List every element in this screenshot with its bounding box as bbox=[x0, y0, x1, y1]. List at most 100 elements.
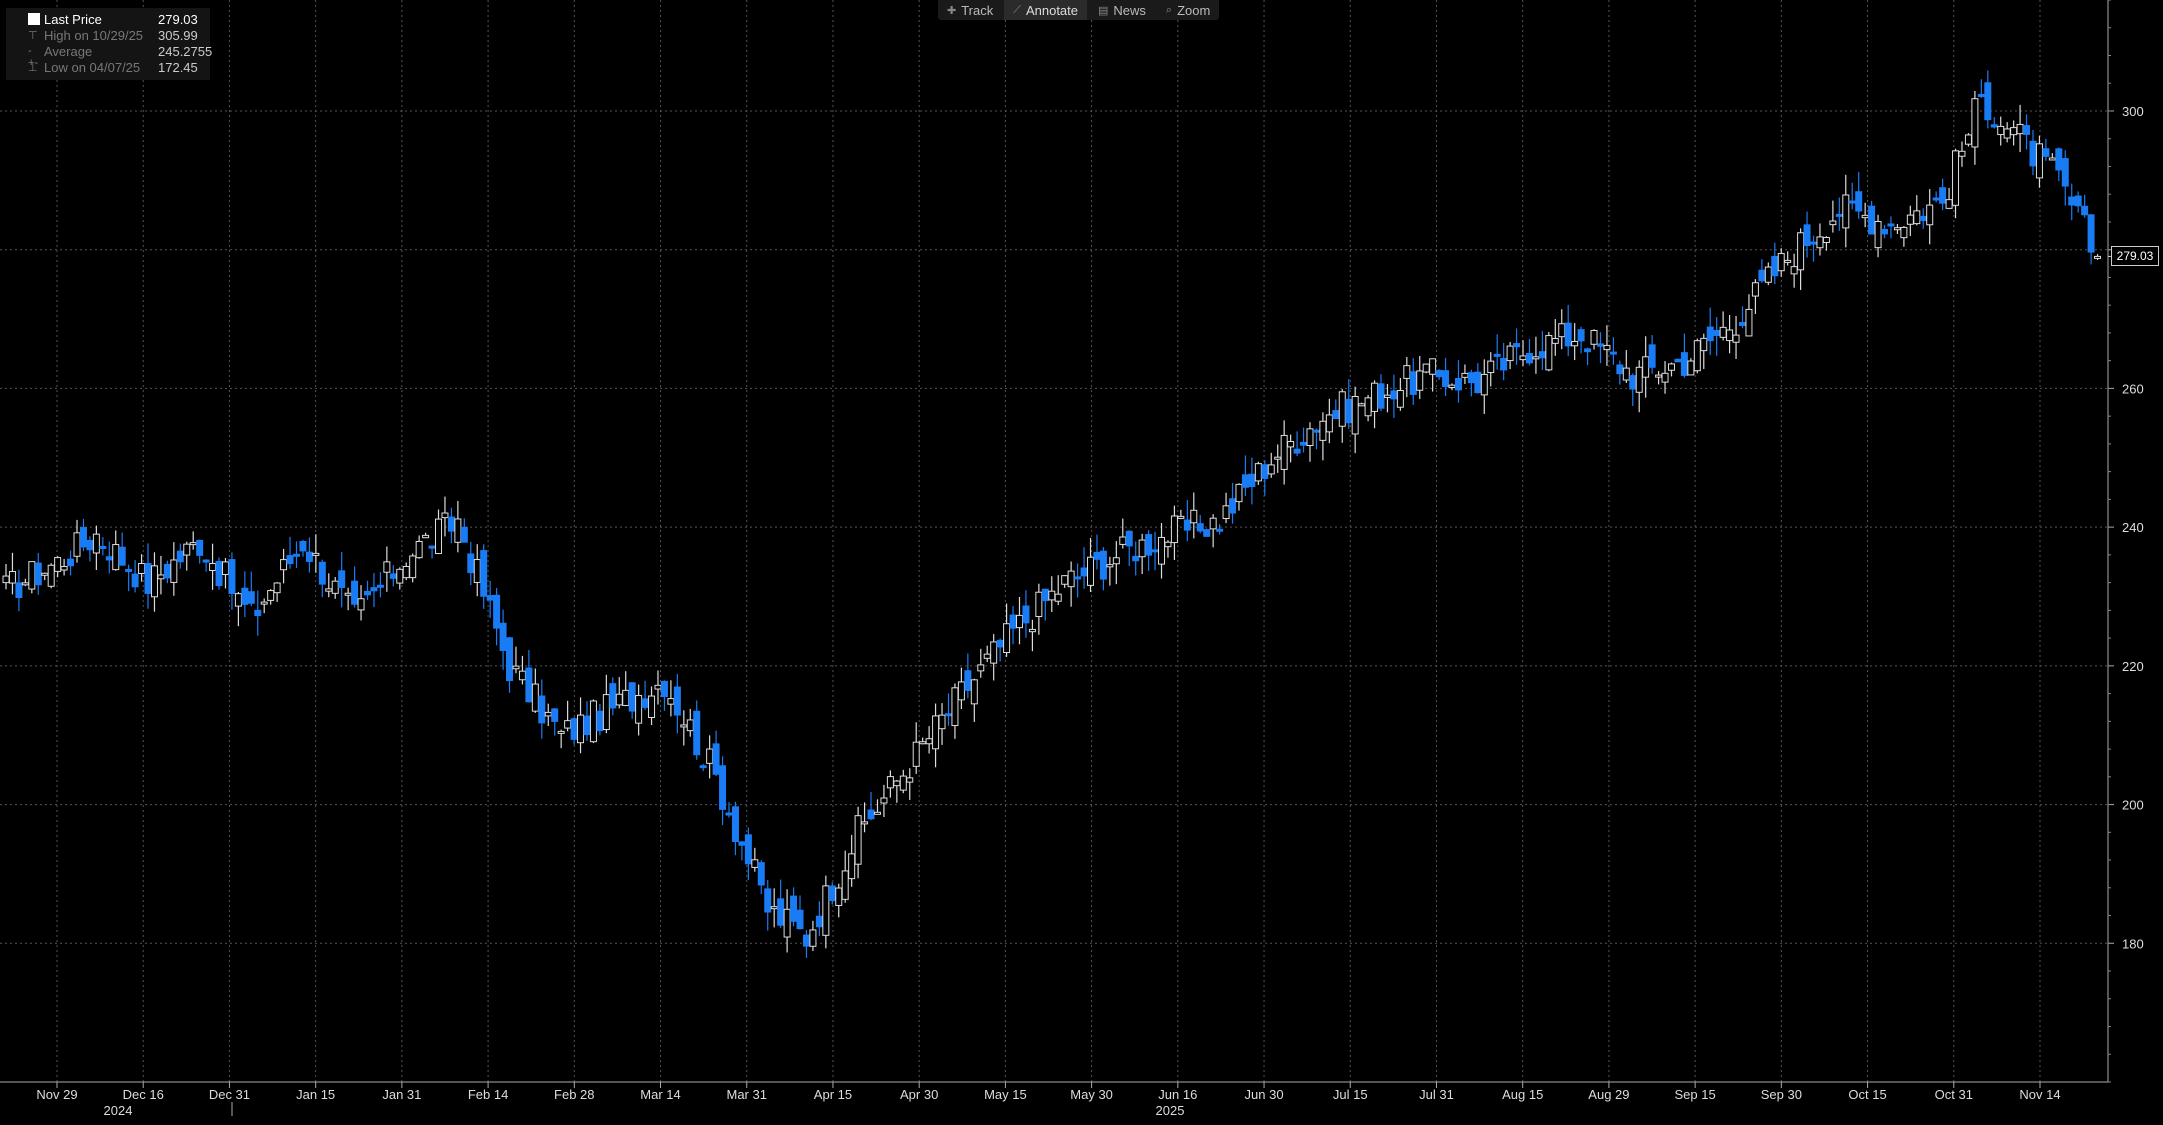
candle-body bbox=[596, 710, 604, 732]
candle-body bbox=[473, 559, 481, 583]
candle-body bbox=[977, 664, 985, 672]
candle-body bbox=[1190, 509, 1198, 524]
candle-body bbox=[1442, 370, 1450, 388]
candle bbox=[1325, 398, 1333, 444]
candle bbox=[402, 562, 410, 581]
candle-body bbox=[744, 834, 752, 865]
candle-body bbox=[660, 680, 668, 698]
candle-body bbox=[28, 561, 36, 590]
candle bbox=[1454, 360, 1462, 403]
candle-body bbox=[344, 592, 352, 596]
candle bbox=[751, 847, 759, 872]
news-button[interactable]: ▤ News bbox=[1089, 0, 1155, 20]
candle bbox=[1261, 460, 1269, 496]
x-tick-label: May 15 bbox=[984, 1087, 1027, 1102]
candle bbox=[280, 548, 288, 584]
candle bbox=[951, 683, 959, 739]
candle bbox=[15, 569, 23, 612]
candle bbox=[1538, 331, 1546, 371]
candle-body bbox=[215, 561, 223, 587]
x-tick-label: Jun 30 bbox=[1245, 1087, 1284, 1102]
candle bbox=[583, 701, 591, 741]
candle bbox=[1513, 328, 1521, 365]
candle-body bbox=[1209, 517, 1217, 530]
candle bbox=[1209, 514, 1217, 548]
candle-body bbox=[919, 741, 927, 745]
candle bbox=[1829, 200, 1837, 233]
candle-body bbox=[1454, 378, 1462, 391]
candle-body bbox=[1409, 371, 1417, 395]
candle bbox=[1506, 341, 1514, 370]
candle-body bbox=[1868, 205, 1876, 235]
annotate-button[interactable]: ⟋ Annotate bbox=[1004, 0, 1087, 20]
candle-body bbox=[389, 573, 397, 579]
candle-body bbox=[234, 593, 242, 607]
candle bbox=[1274, 444, 1282, 473]
candle-body bbox=[1474, 371, 1482, 394]
candle-body bbox=[957, 681, 965, 701]
candle-body bbox=[1480, 373, 1488, 396]
candle-body bbox=[867, 809, 875, 820]
candle bbox=[480, 544, 488, 609]
candle-body bbox=[325, 588, 333, 592]
candle-body bbox=[796, 909, 804, 930]
candle bbox=[1642, 336, 1650, 398]
y-tick-label: 300 bbox=[2122, 104, 2144, 119]
candle bbox=[247, 571, 255, 607]
candle bbox=[802, 930, 810, 958]
candle bbox=[1093, 534, 1101, 570]
candle-body bbox=[1745, 308, 1753, 337]
candle bbox=[415, 535, 423, 559]
candle bbox=[1087, 537, 1095, 592]
candle-body bbox=[1396, 389, 1404, 408]
candle-body bbox=[1732, 334, 1740, 343]
candle bbox=[1067, 561, 1075, 607]
candle-body bbox=[1087, 556, 1095, 586]
candle bbox=[1616, 360, 1624, 385]
candle bbox=[848, 834, 856, 887]
candle-body bbox=[764, 888, 772, 913]
candle-body bbox=[1603, 344, 1611, 351]
track-button[interactable]: ✚ Track bbox=[938, 0, 1002, 20]
chart-toolbar: ✚ Track ⟋ Annotate ▤ News ⌕ Zoom bbox=[938, 0, 1220, 20]
candle bbox=[409, 553, 417, 583]
candle-body bbox=[719, 765, 727, 810]
candle bbox=[318, 559, 326, 598]
x-tick-label: Dec 16 bbox=[123, 1087, 164, 1102]
candle-body bbox=[751, 859, 759, 868]
candle-body bbox=[893, 780, 901, 787]
candle-body bbox=[125, 568, 133, 572]
candle bbox=[1222, 492, 1230, 524]
candle-body bbox=[1551, 338, 1559, 344]
candle bbox=[189, 531, 197, 550]
candle-body bbox=[996, 639, 1004, 648]
candle-body bbox=[777, 898, 785, 926]
candle bbox=[1848, 182, 1856, 210]
candle bbox=[1170, 505, 1178, 561]
candle-body bbox=[809, 929, 817, 947]
candle bbox=[1784, 251, 1792, 266]
candle-body bbox=[305, 551, 313, 562]
candle-body bbox=[1913, 210, 1921, 225]
candle-body bbox=[506, 637, 514, 682]
candle-body bbox=[454, 518, 462, 543]
candle-body bbox=[1558, 323, 1566, 338]
zoom-button[interactable]: ⌕ Zoom bbox=[1157, 0, 1219, 20]
low-label: Low on 04/07/25 bbox=[44, 59, 141, 75]
candle bbox=[112, 530, 120, 571]
candle bbox=[234, 591, 242, 627]
candle-body bbox=[1616, 364, 1624, 375]
candle-body bbox=[1493, 353, 1501, 357]
candle bbox=[1622, 350, 1630, 384]
candle-body bbox=[615, 693, 623, 706]
candle-body bbox=[1448, 384, 1456, 389]
candle-body bbox=[396, 568, 404, 584]
candle bbox=[92, 525, 100, 570]
candle-body bbox=[357, 598, 365, 611]
candle bbox=[357, 585, 365, 621]
candle bbox=[1332, 399, 1340, 420]
low-marker-icon: ⊥ bbox=[28, 62, 38, 74]
candle-body bbox=[518, 670, 526, 681]
candle-body bbox=[1358, 403, 1366, 407]
